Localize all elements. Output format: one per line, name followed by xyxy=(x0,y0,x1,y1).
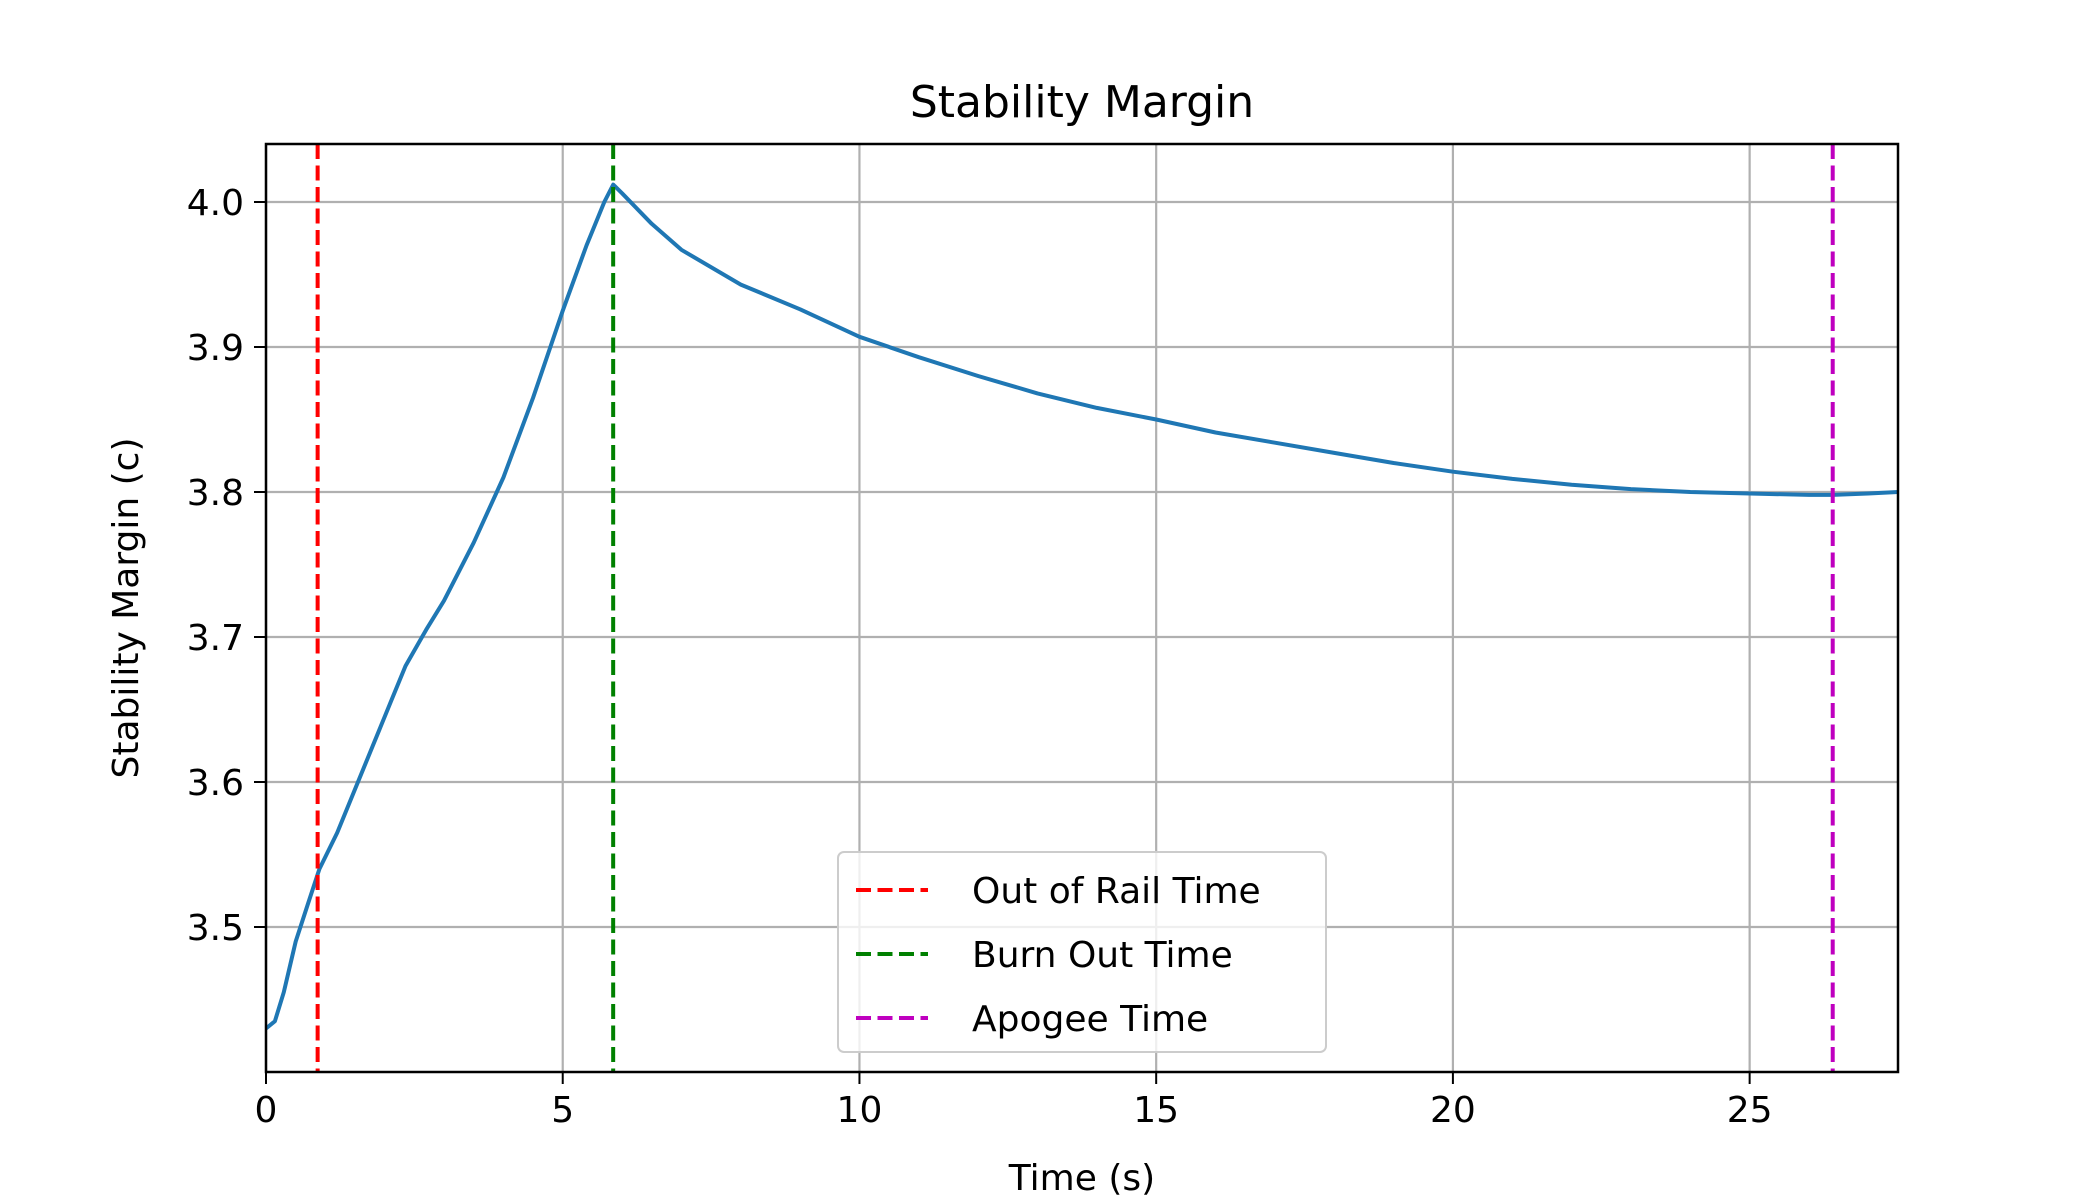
x-axis: 0 5 10 15 20 25 xyxy=(255,1072,1773,1131)
plot-frame xyxy=(264,142,1900,1074)
legend-label: Burn Out Time xyxy=(972,935,1233,976)
y-axis-label: Stability Margin (c) xyxy=(106,437,147,778)
x-tick-label: 15 xyxy=(1133,1090,1179,1131)
y-tick-label: 3.6 xyxy=(187,763,244,804)
chart-title: Stability Margin xyxy=(910,77,1254,128)
legend-label: Out of Rail Time xyxy=(972,871,1261,912)
y-axis: 3.5 3.6 3.7 3.8 3.9 4.0 xyxy=(187,183,266,949)
legend-label: Apogee Time xyxy=(972,999,1208,1040)
x-tick-label: 5 xyxy=(551,1090,574,1131)
y-tick-label: 3.7 xyxy=(187,618,244,659)
x-axis-label: Time (s) xyxy=(1008,1158,1155,1199)
x-tick-label: 25 xyxy=(1727,1090,1773,1131)
y-tick-label: 3.8 xyxy=(187,473,244,514)
x-tick-label: 20 xyxy=(1430,1090,1476,1131)
legend-box xyxy=(837,851,1327,1053)
y-tick-label: 3.5 xyxy=(187,908,244,949)
plot-area xyxy=(264,144,1899,1072)
legend: Out of Rail Time Burn Out Time Apogee Time xyxy=(837,851,1327,1053)
series-line xyxy=(264,182,1899,1031)
x-tick-label: 0 xyxy=(255,1090,278,1131)
y-tick-label: 4.0 xyxy=(187,183,244,224)
grid xyxy=(264,144,1898,1072)
x-tick-label: 10 xyxy=(837,1090,883,1131)
y-tick-label: 3.9 xyxy=(187,328,244,369)
